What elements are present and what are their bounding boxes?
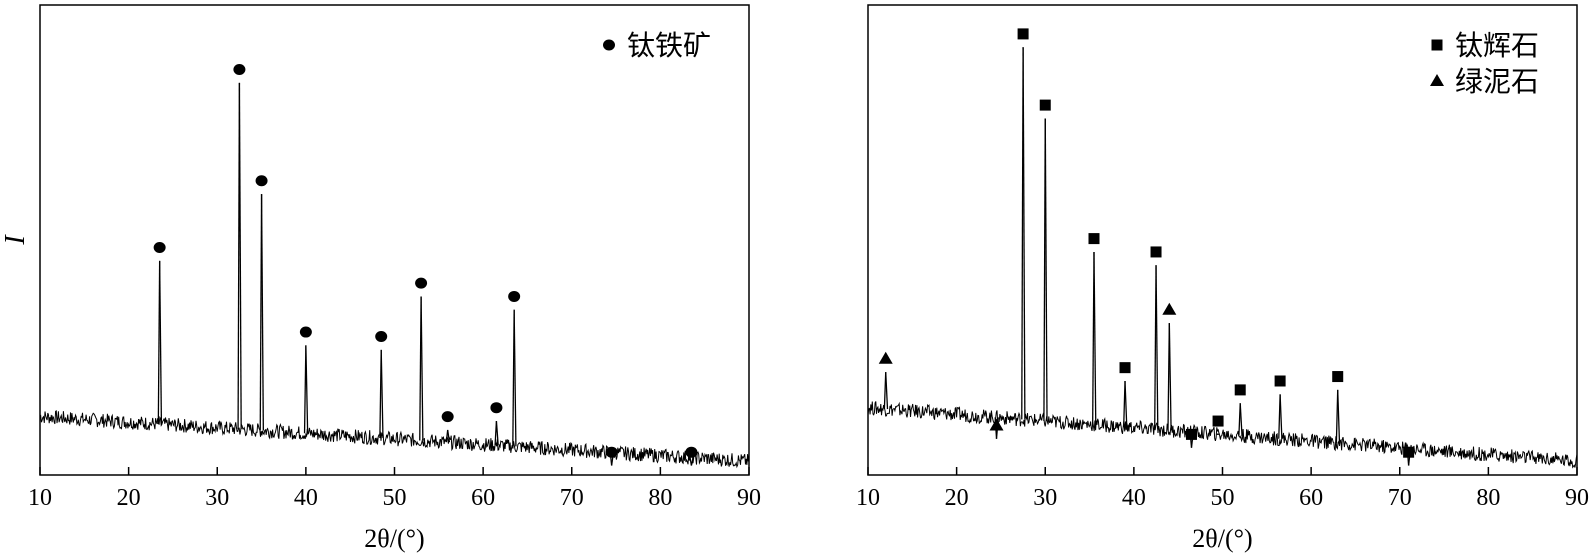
triangle-marker-12 [989, 418, 1004, 431]
y-axis-title: I [0, 234, 31, 246]
x-tick-label-80: 80 [1476, 485, 1500, 511]
square-marker-6 [1212, 415, 1224, 427]
peak-line [1155, 265, 1159, 430]
peak-line [1022, 47, 1026, 420]
legend-label: 钛辉石 [1455, 29, 1539, 62]
baseline-trace [39, 410, 750, 469]
circle-marker-4 [375, 331, 388, 342]
x-tick-label-30: 30 [205, 485, 229, 511]
peak-line [885, 372, 889, 410]
peak-line [1279, 394, 1283, 439]
x-tick-label-90: 90 [737, 485, 761, 511]
x-tick-label-20: 20 [945, 485, 969, 511]
square-marker-0 [1017, 28, 1029, 40]
peak-line [513, 309, 517, 447]
peak-line [1124, 380, 1128, 428]
x-axis-title: 2θ/(°) [1192, 524, 1252, 553]
peak-line [238, 82, 242, 430]
legend: 钛铁矿 [603, 29, 711, 62]
circle-marker-1 [233, 64, 246, 75]
x-tick-label-80: 80 [648, 485, 672, 511]
circle-marker-0 [153, 242, 166, 253]
square-marker-8 [1274, 375, 1286, 387]
chart-panel-left: 10 20 30 40 50 60 70 80 90 钛铁矿 2θ/(°) I [0, 4, 761, 553]
x-tick-label-10: 10 [856, 485, 880, 511]
legend-marker-circle [603, 39, 615, 51]
peak-lines [883, 47, 1412, 466]
x-tick-label-50: 50 [1211, 485, 1235, 511]
x-axis-ticks: 10 20 30 40 50 60 70 80 90 [856, 467, 1589, 511]
legend-marker-square [1431, 39, 1443, 51]
circle-marker-3 [299, 326, 312, 338]
x-axis-ticks: 10 20 30 40 50 60 70 80 90 [28, 467, 761, 511]
x-tick-label-90: 90 [1565, 485, 1589, 511]
peak-line [158, 260, 163, 425]
peak-line [260, 194, 264, 431]
square-marker-2 [1088, 233, 1100, 245]
peak-line [1239, 403, 1243, 436]
baseline-trace [867, 401, 1578, 469]
x-axis-title: 2θ/(°) [364, 524, 424, 553]
peak-markers [878, 28, 1415, 458]
circle-marker-9 [605, 446, 618, 458]
x-tick-label-60: 60 [471, 485, 495, 511]
peak-line [1168, 323, 1172, 431]
x-tick-label-20: 20 [117, 485, 141, 511]
x-tick-label-60: 60 [1299, 485, 1323, 511]
peak-lines [157, 82, 694, 466]
triangle-marker-13 [1162, 302, 1177, 315]
square-marker-1 [1039, 99, 1051, 111]
square-marker-7 [1234, 384, 1246, 396]
square-marker-3 [1119, 362, 1131, 374]
x-tick-label-50: 50 [383, 485, 407, 511]
circle-marker-5 [415, 277, 428, 289]
x-tick-label-30: 30 [1033, 485, 1057, 511]
circle-marker-7 [490, 402, 503, 414]
legend-label: 绿泥石 [1455, 65, 1539, 98]
legend-marker-triangle [1430, 74, 1444, 86]
peak-line [420, 296, 424, 441]
square-marker-9 [1332, 371, 1344, 383]
x-tick-label-70: 70 [560, 485, 584, 511]
circle-marker-10 [685, 446, 698, 458]
peak-line [305, 345, 309, 434]
legend-label: 钛铁矿 [627, 29, 711, 62]
circle-marker-8 [508, 290, 521, 302]
square-marker-10 [1403, 446, 1415, 458]
peak-line [1337, 389, 1341, 444]
x-tick-label-10: 10 [28, 485, 52, 511]
plot-frame [39, 4, 750, 476]
peak-line [380, 349, 384, 439]
x-tick-label-40: 40 [1122, 485, 1146, 511]
peak-line [1093, 251, 1097, 425]
peak-line [1044, 118, 1048, 422]
x-tick-label-70: 70 [1388, 485, 1412, 511]
square-marker-4 [1150, 246, 1162, 258]
peak-markers [153, 64, 698, 458]
x-tick-label-40: 40 [294, 485, 318, 511]
square-marker-5 [1185, 428, 1197, 440]
circle-marker-6 [441, 411, 454, 423]
triangle-marker-11 [878, 351, 893, 364]
circle-marker-2 [255, 175, 268, 187]
